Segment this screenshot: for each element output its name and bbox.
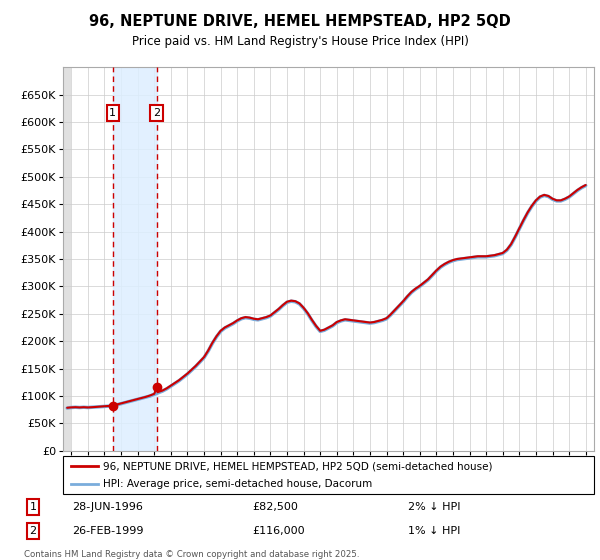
Text: 2: 2 [29,526,37,536]
Text: £82,500: £82,500 [252,502,298,512]
Text: 96, NEPTUNE DRIVE, HEMEL HEMPSTEAD, HP2 5QD: 96, NEPTUNE DRIVE, HEMEL HEMPSTEAD, HP2 … [89,14,511,29]
Text: 2: 2 [153,108,160,118]
Bar [113,67,157,451]
Text: 1: 1 [29,502,37,512]
Text: 1: 1 [109,108,116,118]
Text: £116,000: £116,000 [252,526,305,536]
Bar [63,67,71,451]
Text: 2% ↓ HPI: 2% ↓ HPI [408,502,461,512]
FancyBboxPatch shape [63,456,594,494]
Text: 26-FEB-1999: 26-FEB-1999 [72,526,143,536]
Text: Price paid vs. HM Land Registry's House Price Index (HPI): Price paid vs. HM Land Registry's House … [131,35,469,48]
Text: 28-JUN-1996: 28-JUN-1996 [72,502,143,512]
Text: 1% ↓ HPI: 1% ↓ HPI [408,526,460,536]
Text: HPI: Average price, semi-detached house, Dacorum: HPI: Average price, semi-detached house,… [103,479,372,489]
Text: Contains HM Land Registry data © Crown copyright and database right 2025.
This d: Contains HM Land Registry data © Crown c… [24,550,359,560]
Text: 96, NEPTUNE DRIVE, HEMEL HEMPSTEAD, HP2 5QD (semi-detached house): 96, NEPTUNE DRIVE, HEMEL HEMPSTEAD, HP2 … [103,461,493,471]
